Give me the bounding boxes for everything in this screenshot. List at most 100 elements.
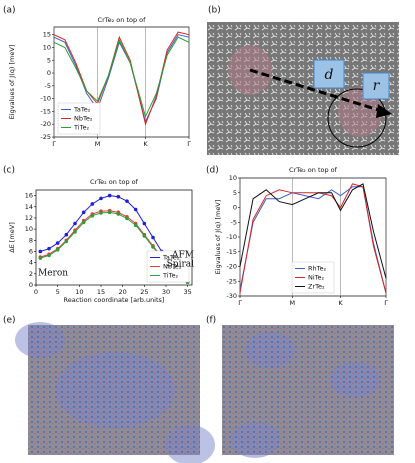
y-tick-label: -5	[45, 82, 51, 90]
label-box	[313, 59, 345, 89]
x-tick-label: Γ	[52, 140, 56, 148]
x-tick-label: Γ	[384, 299, 388, 307]
marker	[55, 241, 60, 245]
y-tick-label: -20	[226, 263, 237, 271]
annotation: AFM	[171, 251, 194, 261]
y-axis-label: Eigvalues of J(q) [meV]	[8, 45, 16, 120]
series-line	[53, 34, 190, 124]
marker	[107, 193, 112, 198]
marker	[107, 210, 112, 215]
x-tick-label: K	[143, 140, 148, 148]
marker	[64, 232, 69, 237]
y-tick-label: 0	[233, 204, 237, 212]
x-tick-label: 10	[75, 288, 83, 296]
y-tick-label: 12	[25, 214, 33, 222]
marker	[125, 216, 129, 221]
marker	[55, 247, 60, 252]
panel-e-image	[15, 322, 215, 463]
chart-title: CrTe₂ on top of	[98, 16, 147, 24]
panel-label: (c)	[3, 166, 15, 176]
marker	[90, 213, 95, 218]
marker	[133, 207, 138, 212]
y-tick-label: 10	[43, 43, 51, 51]
distance-label: d	[325, 67, 334, 83]
legend-label: NiTe₂	[308, 274, 325, 282]
x-tick-label: 5	[56, 288, 60, 296]
y-tick-label: -10	[226, 233, 237, 241]
y-tick-label: -15	[40, 107, 51, 115]
panel-label: (a)	[3, 6, 16, 16]
x-tick-label: 25	[140, 288, 148, 296]
marker	[73, 230, 77, 234]
x-tick-label: 20	[119, 288, 127, 296]
y-tick-label: 4	[29, 259, 33, 267]
y-tick-label: 10	[229, 174, 237, 182]
y-tick-label: -15	[226, 248, 237, 256]
legend-label: NbTe₂	[163, 263, 182, 271]
y-axis-label: ΔE [meV]	[8, 222, 16, 252]
x-tick-label: 30	[162, 288, 170, 296]
x-tick-label: 0	[34, 288, 38, 296]
chart-title: CrTe₂ on top of	[289, 166, 338, 174]
y-tick-label: 16	[25, 192, 33, 200]
radius-circle	[327, 88, 387, 148]
annotation: Spiral	[167, 260, 194, 270]
y-tick-label: 0	[47, 69, 51, 77]
y-tick-label: 14	[25, 203, 33, 211]
y-tick-label: 5	[233, 189, 237, 197]
y-tick-label: -5	[231, 218, 237, 226]
series-line	[239, 183, 387, 279]
y-tick-label: 5	[47, 56, 51, 64]
y-tick-label: -30	[226, 292, 237, 300]
chart-title: CrTe₂ on top of	[90, 178, 139, 186]
x-tick-label: 15	[97, 288, 105, 296]
series-line	[53, 36, 190, 118]
legend-label: NbTe₂	[74, 115, 93, 123]
series-line	[53, 31, 190, 126]
plot-frame	[35, 189, 193, 286]
x-tick-label: M	[290, 299, 296, 307]
y-tick-label: 2	[29, 270, 33, 278]
legend-label: TaTe₂	[162, 254, 180, 262]
panel-label: (f)	[206, 316, 216, 326]
spins	[222, 325, 394, 455]
arrow-head	[376, 104, 392, 118]
marker	[64, 239, 69, 244]
y-tick-label: -25	[226, 277, 237, 285]
marker	[133, 223, 138, 228]
marker	[81, 210, 86, 215]
x-tick-label: 35	[184, 288, 192, 296]
marker	[81, 220, 86, 225]
label-box	[362, 72, 390, 100]
y-tick-label: 10	[25, 225, 33, 233]
marker	[142, 221, 147, 226]
marker	[47, 246, 51, 251]
marker	[142, 234, 147, 238]
marker	[116, 194, 121, 199]
legend-label: TiTe₂	[162, 272, 178, 280]
annotation: Meron	[38, 269, 68, 279]
marker	[73, 221, 77, 226]
y-tick-label: 6	[29, 247, 33, 255]
y-tick-label: 15	[43, 31, 51, 39]
legend-label: TaTe₂	[73, 106, 91, 114]
x-tick-label: M	[95, 140, 101, 148]
x-tick-label: K	[338, 299, 343, 307]
marker	[47, 253, 51, 258]
marker	[151, 245, 155, 249]
marker	[151, 235, 155, 240]
spins	[28, 325, 200, 455]
marker	[99, 211, 103, 215]
y-tick-label: -25	[40, 133, 51, 141]
legend-label: RhTe₂	[308, 265, 327, 273]
marker	[38, 249, 43, 254]
panel-b-image: d r	[207, 22, 399, 155]
marker	[116, 212, 121, 216]
y-axis-label: Eigvalues of J(q) [meV]	[214, 200, 222, 275]
y-tick-label: 0	[29, 281, 33, 289]
x-tick-label: Γ	[238, 299, 242, 307]
marker	[125, 199, 129, 203]
marker	[90, 202, 95, 206]
marker	[38, 256, 43, 260]
